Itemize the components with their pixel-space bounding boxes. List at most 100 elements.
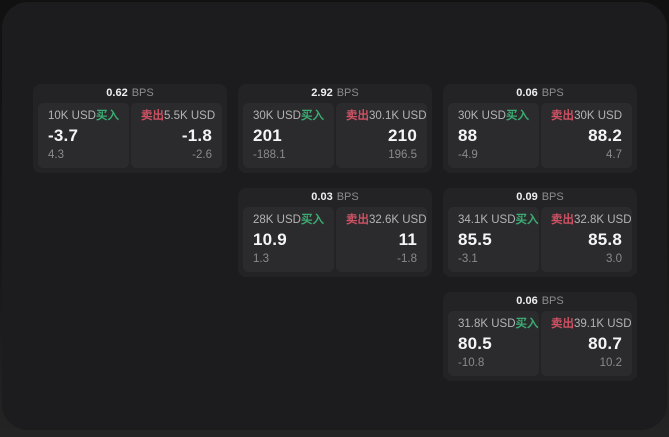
sell-price: -1.8 bbox=[181, 126, 212, 145]
buy-side-label: 买入 bbox=[301, 110, 324, 122]
quote-card-grid: 0.62 BPS 10K USD 买入 -3.7 4.3 卖出 5.5K USD… bbox=[33, 84, 637, 381]
sell-side-label: 卖出 bbox=[346, 214, 369, 226]
buy-panel[interactable]: 28K USD 买入 10.9 1.3 bbox=[243, 207, 334, 272]
buy-change: -10.8 bbox=[458, 357, 485, 369]
sell-panel[interactable]: 卖出 30K USD 88.2 4.7 bbox=[541, 103, 632, 168]
sell-change: 4.7 bbox=[606, 149, 622, 161]
sell-label-row: 卖出 32.6K USD bbox=[346, 214, 427, 227]
sell-amount: 30.1K USD bbox=[369, 110, 427, 122]
sell-price: 11 bbox=[398, 230, 417, 249]
bps-value: 0.06 bbox=[516, 87, 538, 99]
bps-value: 0.03 bbox=[311, 191, 333, 203]
card-body: 10K USD 买入 -3.7 4.3 卖出 5.5K USD -1.8 -2.… bbox=[33, 103, 227, 173]
sell-label-row: 卖出 5.5K USD bbox=[141, 110, 216, 123]
buy-price: 85.5 bbox=[458, 230, 492, 249]
bps-unit-label: BPS bbox=[541, 295, 564, 307]
buy-change: 1.3 bbox=[253, 253, 269, 265]
buy-price: 10.9 bbox=[253, 230, 287, 249]
card-header: 0.62 BPS bbox=[33, 84, 227, 103]
buy-panel[interactable]: 34.1K USD 买入 85.5 -3.1 bbox=[448, 207, 539, 272]
buy-amount: 34.1K USD bbox=[458, 214, 516, 226]
sell-change: 10.2 bbox=[599, 357, 622, 369]
sell-amount: 39.1K USD bbox=[574, 318, 632, 330]
buy-amount: 30K USD bbox=[458, 110, 506, 122]
card-header: 0.09 BPS bbox=[443, 188, 637, 207]
sell-price: 80.7 bbox=[588, 334, 622, 353]
bps-unit-label: BPS bbox=[336, 191, 359, 203]
buy-price: 88 bbox=[458, 126, 478, 145]
quote-card: 0.03 BPS 28K USD 买入 10.9 1.3 卖出 32.6K US… bbox=[238, 188, 432, 277]
buy-side-label: 买入 bbox=[96, 110, 119, 122]
bps-value: 0.06 bbox=[516, 295, 538, 307]
sell-panel[interactable]: 卖出 32.8K USD 85.8 3.0 bbox=[541, 207, 632, 272]
card-header: 0.03 BPS bbox=[238, 188, 432, 207]
buy-amount: 10K USD bbox=[48, 110, 96, 122]
buy-panel[interactable]: 30K USD 买入 88 -4.9 bbox=[448, 103, 539, 168]
sell-panel[interactable]: 卖出 32.6K USD 11 -1.8 bbox=[336, 207, 427, 272]
sell-panel[interactable]: 卖出 39.1K USD 80.7 10.2 bbox=[541, 311, 632, 376]
buy-label-row: 34.1K USD 买入 bbox=[458, 214, 539, 227]
buy-amount: 28K USD bbox=[253, 214, 301, 226]
sell-price: 85.8 bbox=[588, 230, 622, 249]
sell-change: 196.5 bbox=[388, 149, 417, 161]
sell-amount: 32.6K USD bbox=[369, 214, 427, 226]
sell-label-row: 卖出 30K USD bbox=[551, 110, 622, 123]
card-body: 31.8K USD 买入 80.5 -10.8 卖出 39.1K USD 80.… bbox=[443, 311, 637, 381]
buy-panel[interactable]: 31.8K USD 买入 80.5 -10.8 bbox=[448, 311, 539, 376]
buy-change: -3.1 bbox=[458, 253, 478, 265]
buy-label-row: 28K USD 买入 bbox=[253, 214, 324, 227]
buy-panel[interactable]: 10K USD 买入 -3.7 4.3 bbox=[38, 103, 129, 168]
sell-label-row: 卖出 39.1K USD bbox=[551, 318, 632, 331]
card-body: 30K USD 买入 88 -4.9 卖出 30K USD 88.2 4.7 bbox=[443, 103, 637, 173]
sell-change: -2.6 bbox=[192, 149, 212, 161]
buy-amount: 30K USD bbox=[253, 110, 301, 122]
card-header: 0.06 BPS bbox=[443, 84, 637, 103]
buy-side-label: 买入 bbox=[515, 214, 539, 226]
buy-price: 80.5 bbox=[458, 334, 492, 353]
card-body: 28K USD 买入 10.9 1.3 卖出 32.6K USD 11 -1.8 bbox=[238, 207, 432, 277]
buy-label-row: 30K USD 买入 bbox=[253, 110, 324, 123]
card-header: 2.92 BPS bbox=[238, 84, 432, 103]
sell-amount: 30K USD bbox=[574, 110, 622, 122]
sell-side-label: 卖出 bbox=[551, 110, 574, 122]
buy-change: -4.9 bbox=[458, 149, 478, 161]
buy-price: -3.7 bbox=[48, 126, 79, 145]
bps-unit-label: BPS bbox=[541, 87, 564, 99]
quote-card: 0.62 BPS 10K USD 买入 -3.7 4.3 卖出 5.5K USD… bbox=[33, 84, 227, 173]
buy-change: -188.1 bbox=[253, 149, 286, 161]
sell-price: 88.2 bbox=[588, 126, 622, 145]
quote-card: 0.09 BPS 34.1K USD 买入 85.5 -3.1 卖出 32.8K… bbox=[443, 188, 637, 277]
sell-panel[interactable]: 卖出 30.1K USD 210 196.5 bbox=[336, 103, 427, 168]
buy-label-row: 31.8K USD 买入 bbox=[458, 318, 539, 331]
buy-panel[interactable]: 30K USD 买入 201 -188.1 bbox=[243, 103, 334, 168]
quote-card: 2.92 BPS 30K USD 买入 201 -188.1 卖出 30.1K … bbox=[238, 84, 432, 173]
buy-side-label: 买入 bbox=[515, 318, 539, 330]
buy-amount: 31.8K USD bbox=[458, 318, 516, 330]
bps-value: 0.62 bbox=[106, 87, 128, 99]
sell-side-label: 卖出 bbox=[551, 318, 574, 330]
quote-card: 0.06 BPS 30K USD 买入 88 -4.9 卖出 30K USD 8… bbox=[443, 84, 637, 173]
bps-unit-label: BPS bbox=[131, 87, 154, 99]
buy-side-label: 买入 bbox=[301, 214, 324, 226]
sell-price: 210 bbox=[388, 126, 417, 145]
sell-change: 3.0 bbox=[606, 253, 622, 265]
quote-card: 0.06 BPS 31.8K USD 买入 80.5 -10.8 卖出 39.1… bbox=[443, 292, 637, 381]
bps-value: 0.09 bbox=[516, 191, 538, 203]
card-body: 34.1K USD 买入 85.5 -3.1 卖出 32.8K USD 85.8… bbox=[443, 207, 637, 277]
sell-panel[interactable]: 卖出 5.5K USD -1.8 -2.6 bbox=[131, 103, 222, 168]
buy-change: 4.3 bbox=[48, 149, 64, 161]
sell-amount: 32.8K USD bbox=[574, 214, 632, 226]
bps-value: 2.92 bbox=[311, 87, 333, 99]
buy-label-row: 30K USD 买入 bbox=[458, 110, 529, 123]
card-header: 0.06 BPS bbox=[443, 292, 637, 311]
card-body: 30K USD 买入 201 -188.1 卖出 30.1K USD 210 1… bbox=[238, 103, 432, 173]
sell-label-row: 卖出 30.1K USD bbox=[346, 110, 427, 123]
sell-side-label: 卖出 bbox=[346, 110, 369, 122]
sell-side-label: 卖出 bbox=[141, 110, 164, 122]
sell-change: -1.8 bbox=[397, 253, 417, 265]
sell-label-row: 卖出 32.8K USD bbox=[551, 214, 632, 227]
buy-side-label: 买入 bbox=[506, 110, 529, 122]
sell-side-label: 卖出 bbox=[551, 214, 574, 226]
sell-amount: 5.5K USD bbox=[164, 110, 216, 122]
buy-label-row: 10K USD 买入 bbox=[48, 110, 119, 123]
